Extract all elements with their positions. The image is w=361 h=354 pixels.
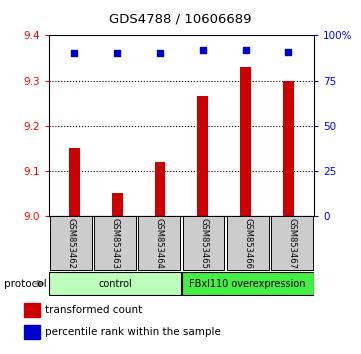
Text: transformed count: transformed count — [45, 305, 142, 315]
Point — [71, 51, 77, 56]
Text: GDS4788 / 10606689: GDS4788 / 10606689 — [109, 12, 252, 25]
Text: GSM853465: GSM853465 — [199, 218, 208, 269]
Text: GSM853464: GSM853464 — [155, 218, 164, 269]
Bar — [50, 217, 92, 270]
Bar — [25, 325, 40, 339]
Bar — [112, 193, 122, 216]
Text: FBxl110 overexpression: FBxl110 overexpression — [190, 279, 306, 289]
Bar — [183, 217, 224, 270]
Text: percentile rank within the sample: percentile rank within the sample — [45, 327, 221, 337]
Point — [286, 49, 291, 55]
Bar — [182, 272, 314, 295]
Point — [157, 51, 163, 56]
Bar — [25, 303, 40, 318]
Text: GSM853462: GSM853462 — [66, 218, 75, 269]
Bar — [69, 148, 80, 216]
Text: GSM853466: GSM853466 — [243, 218, 252, 269]
Text: GSM853463: GSM853463 — [110, 218, 119, 269]
Bar — [139, 217, 180, 270]
Text: protocol: protocol — [4, 279, 46, 289]
Bar — [240, 67, 251, 216]
Bar — [197, 96, 208, 216]
Bar — [271, 217, 313, 270]
Bar — [49, 272, 181, 295]
Bar — [227, 217, 269, 270]
Bar — [283, 80, 294, 216]
Text: GSM853467: GSM853467 — [287, 218, 296, 269]
Text: control: control — [98, 279, 132, 289]
Bar — [155, 162, 165, 216]
Bar — [94, 217, 136, 270]
Point — [243, 47, 248, 53]
Point — [114, 51, 120, 56]
Point — [200, 47, 206, 53]
